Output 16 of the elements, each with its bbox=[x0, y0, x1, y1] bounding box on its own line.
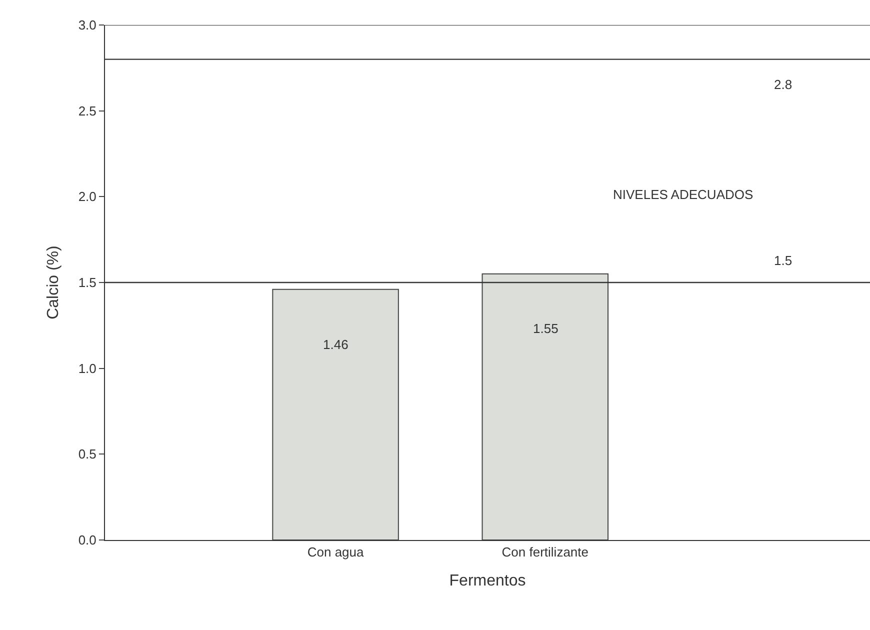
y-tick-label: 1.0 bbox=[78, 360, 96, 376]
y-tick-label: 0.5 bbox=[78, 446, 96, 462]
annotation: NIVELES ADECUADOS bbox=[613, 187, 754, 202]
data-label: 1.46 bbox=[323, 337, 348, 352]
y-tick-label: 1.5 bbox=[78, 275, 96, 290]
y-tick-label: 0.0 bbox=[78, 532, 96, 548]
x-tick-label: Con agua bbox=[307, 544, 365, 560]
ref-line-label: 2.8 bbox=[774, 77, 792, 92]
ref-line-label: 1.5 bbox=[774, 253, 792, 268]
data-label: 1.55 bbox=[533, 321, 558, 336]
y-tick-label: 2.5 bbox=[78, 103, 96, 118]
x-tick-label: Con fertilizante bbox=[502, 544, 588, 560]
y-axis-title: Calcio (%) bbox=[45, 246, 62, 320]
y-tick-label: 3.0 bbox=[78, 18, 96, 33]
y-tick-label: 2.0 bbox=[78, 189, 96, 204]
x-axis-title: Fermentos bbox=[449, 572, 526, 590]
